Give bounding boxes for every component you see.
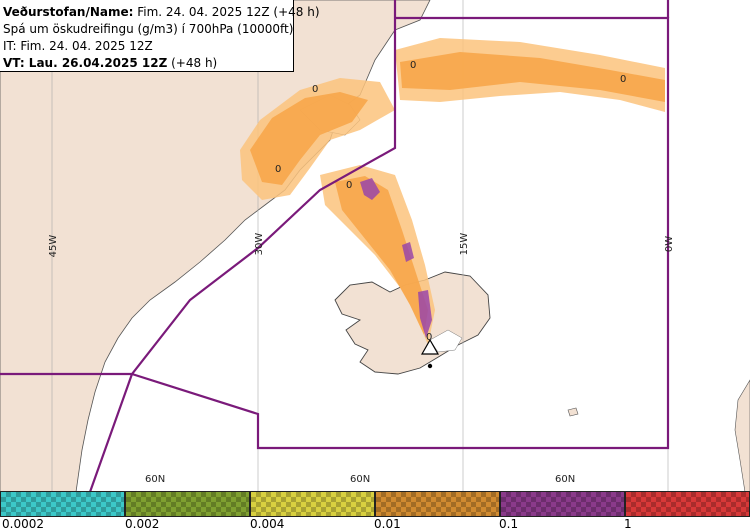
latitude-label-1: 60N: [145, 474, 165, 485]
ash-plume: [240, 38, 665, 345]
info-line-description: Spá um öskudreifingu (g/m3) í 700hPa (10…: [3, 22, 294, 36]
longitude-label-15w: 15W: [459, 233, 470, 256]
faroe-islands: [567, 407, 579, 417]
volcano-dot-icon: [427, 363, 433, 369]
fir-boundary: [0, 0, 670, 492]
ash-high-concentration-3: [418, 290, 432, 338]
ash-core-east: [400, 52, 665, 102]
scale-swatch-4: [375, 491, 500, 517]
info-line-valid-time: VT: Lau. 26.04.2025 12Z (+48 h): [3, 55, 293, 72]
scale-label-1: 0.002: [125, 517, 160, 531]
scale-swatch-2: [125, 491, 250, 517]
name-value: Fim. 24. 04. 2025 12Z (+48 h): [133, 5, 320, 19]
scale-label-5: 1: [624, 517, 632, 531]
scale-swatches: [0, 491, 750, 517]
valid-time-offset: (+48 h): [167, 56, 218, 70]
ash-core-greenland: [250, 92, 368, 185]
scale-swatch-5: [500, 491, 625, 517]
scale-label-3: 0.01: [374, 517, 401, 531]
ash-high-concentration: [360, 178, 380, 200]
name-label: Veðurstofan/Name:: [3, 5, 134, 19]
contour-label: 0: [620, 74, 626, 85]
longitude-label-0w: 0W: [664, 236, 675, 252]
info-line-name: Veðurstofan/Name: Fim. 24. 04. 2025 12Z …: [3, 4, 320, 21]
ash-core-south: [335, 176, 428, 335]
scale-label-4: 0.1: [499, 517, 519, 531]
concentration-scale: 0.0002 0.002 0.004 0.01 0.1 1: [0, 491, 750, 532]
scale-label-0: 0.0002: [2, 517, 44, 531]
volcano-triangle-icon: [420, 338, 440, 355]
latitude-label-3: 60N: [555, 474, 575, 485]
forecast-info-box: Veðurstofan/Name: Fim. 24. 04. 2025 12Z …: [0, 0, 320, 72]
latitude-label-2: 60N: [350, 474, 370, 485]
contour-label: 0: [410, 60, 416, 71]
contour-label: 0: [426, 332, 432, 343]
scale-swatch-3: [250, 491, 375, 517]
ash-high-concentration-2: [402, 242, 414, 262]
contour-label: 0: [275, 164, 281, 175]
contour-label: 0: [346, 180, 352, 191]
norway-coast: [734, 379, 750, 492]
iceland-glacier: [429, 329, 463, 353]
contour-label: 0: [312, 84, 318, 95]
ash-forecast-map: 45W 30W 15W 0W 60N 60N 60N 0 0 0 0 0 0: [0, 0, 750, 492]
scale-label-2: 0.004: [250, 517, 285, 531]
scale-swatch-6: [625, 491, 750, 517]
valid-time-label: VT: Lau. 26.04.2025 12Z: [3, 56, 168, 70]
longitude-label-45w: 45W: [48, 235, 59, 258]
longitude-label-30w: 30W: [254, 233, 265, 256]
info-line-issue-time: IT: Fim. 24. 04. 2025 12Z: [3, 39, 153, 53]
scale-swatch-1: [0, 491, 125, 517]
